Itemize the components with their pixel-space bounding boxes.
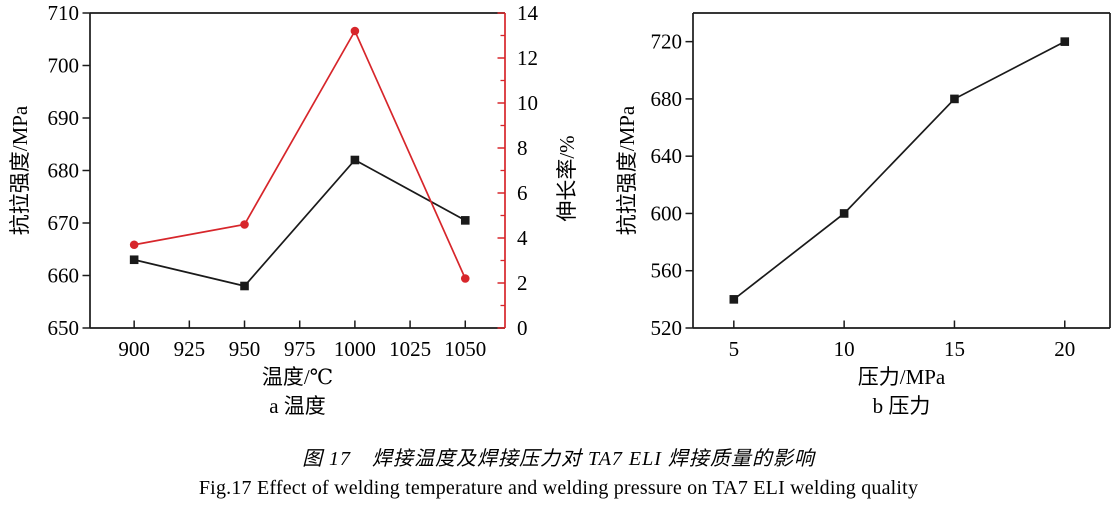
y2-axis-title: 伸长率/% — [555, 135, 579, 221]
x-tick-label: 925 — [174, 337, 206, 361]
y-tick-label: 640 — [651, 144, 683, 168]
data-point-square-tensile-strength — [129, 255, 139, 265]
data-point-circle-elongation — [460, 274, 470, 283]
chart-b-pressure: 5 10 15 20 520 560 600 640 680 720 抗拉强度/MPa 压力/MPa b… — [615, 12, 1111, 418]
y-tick-label: 600 — [651, 201, 683, 225]
y2-tick-label: 14 — [517, 1, 539, 25]
y-tick-label: 520 — [651, 316, 683, 340]
x-tick-label: 950 — [229, 337, 261, 361]
series-line-tensile-strength — [133, 158, 466, 287]
x-tick-label: 20 — [1054, 337, 1075, 361]
chart-subtitle: b 压力 — [873, 394, 931, 418]
y2-tick-label: 6 — [517, 181, 528, 205]
x-tick-label: 1025 — [389, 337, 431, 361]
x-axis-title: 压力/MPa — [858, 365, 946, 389]
x-tick-label: 975 — [284, 337, 316, 361]
y2-tick-label: 2 — [517, 271, 528, 295]
y-axis-title: 抗拉强度/MPa — [615, 105, 639, 235]
data-point-square-tensile-strength — [729, 295, 739, 304]
data-point-square-tensile-strength — [1060, 37, 1070, 46]
x-tick-label: 10 — [834, 337, 855, 361]
data-point-circle-elongation — [350, 26, 360, 36]
data-point-square-tensile-strength — [350, 155, 360, 165]
y-tick-label: 560 — [651, 259, 683, 283]
y2-tick-label: 4 — [517, 226, 528, 250]
figure-caption: 图 17 焊接温度及焊接压力对 TA7 ELI 焊接质量的影响 Fig.17 E… — [0, 442, 1117, 500]
y-tick-label: 720 — [651, 30, 683, 54]
y-tick-label: 680 — [48, 159, 80, 183]
x-tick-label: 1050 — [444, 337, 486, 361]
x-tick-label: 900 — [118, 337, 150, 361]
charts-canvas: 900 925 950 975 1000 1025 10506506606706806907… — [8, 1, 1111, 418]
x-tick-label: 5 — [729, 337, 740, 361]
y-tick-label: 650 — [48, 316, 80, 340]
data-point-square-tensile-strength — [839, 209, 849, 218]
series-line-tensile-strength — [733, 40, 1066, 301]
y-tick-label: 660 — [48, 264, 80, 288]
y-tick-label: 690 — [48, 106, 80, 130]
caption-english: Fig.17 Effect of welding temperature and… — [198, 477, 919, 499]
chart-a-temperature: 900 925 950 975 1000 1025 10506506606706806907… — [8, 1, 579, 418]
data-point-circle-elongation — [240, 220, 249, 229]
caption-chinese: 图 17 焊接温度及焊接压力对 TA7 ELI 焊接质量的影响 — [302, 448, 815, 470]
data-point-square-tensile-strength — [950, 94, 959, 104]
x-axis-title: 温度/℃ — [262, 365, 333, 389]
data-point-square-tensile-strength — [460, 216, 470, 225]
y2-tick-label: 10 — [517, 91, 538, 115]
y-tick-label: 710 — [48, 1, 80, 25]
y-tick-label: 700 — [48, 54, 80, 78]
y-tick-label: 680 — [651, 87, 683, 111]
y2-tick-label: 0 — [517, 316, 528, 340]
y-axis-title: 抗拉强度/MPa — [8, 105, 32, 235]
chart-subtitle: a 温度 — [269, 394, 326, 418]
y-tick-label: 670 — [48, 211, 80, 235]
y2-tick-label: 12 — [517, 46, 538, 70]
series-line-elongation — [133, 29, 467, 279]
x-tick-label: 1000 — [334, 337, 376, 361]
data-point-circle-elongation — [129, 240, 139, 250]
y2-tick-label: 8 — [517, 136, 528, 160]
data-point-square-tensile-strength — [240, 281, 249, 291]
x-tick-label: 15 — [944, 337, 965, 361]
